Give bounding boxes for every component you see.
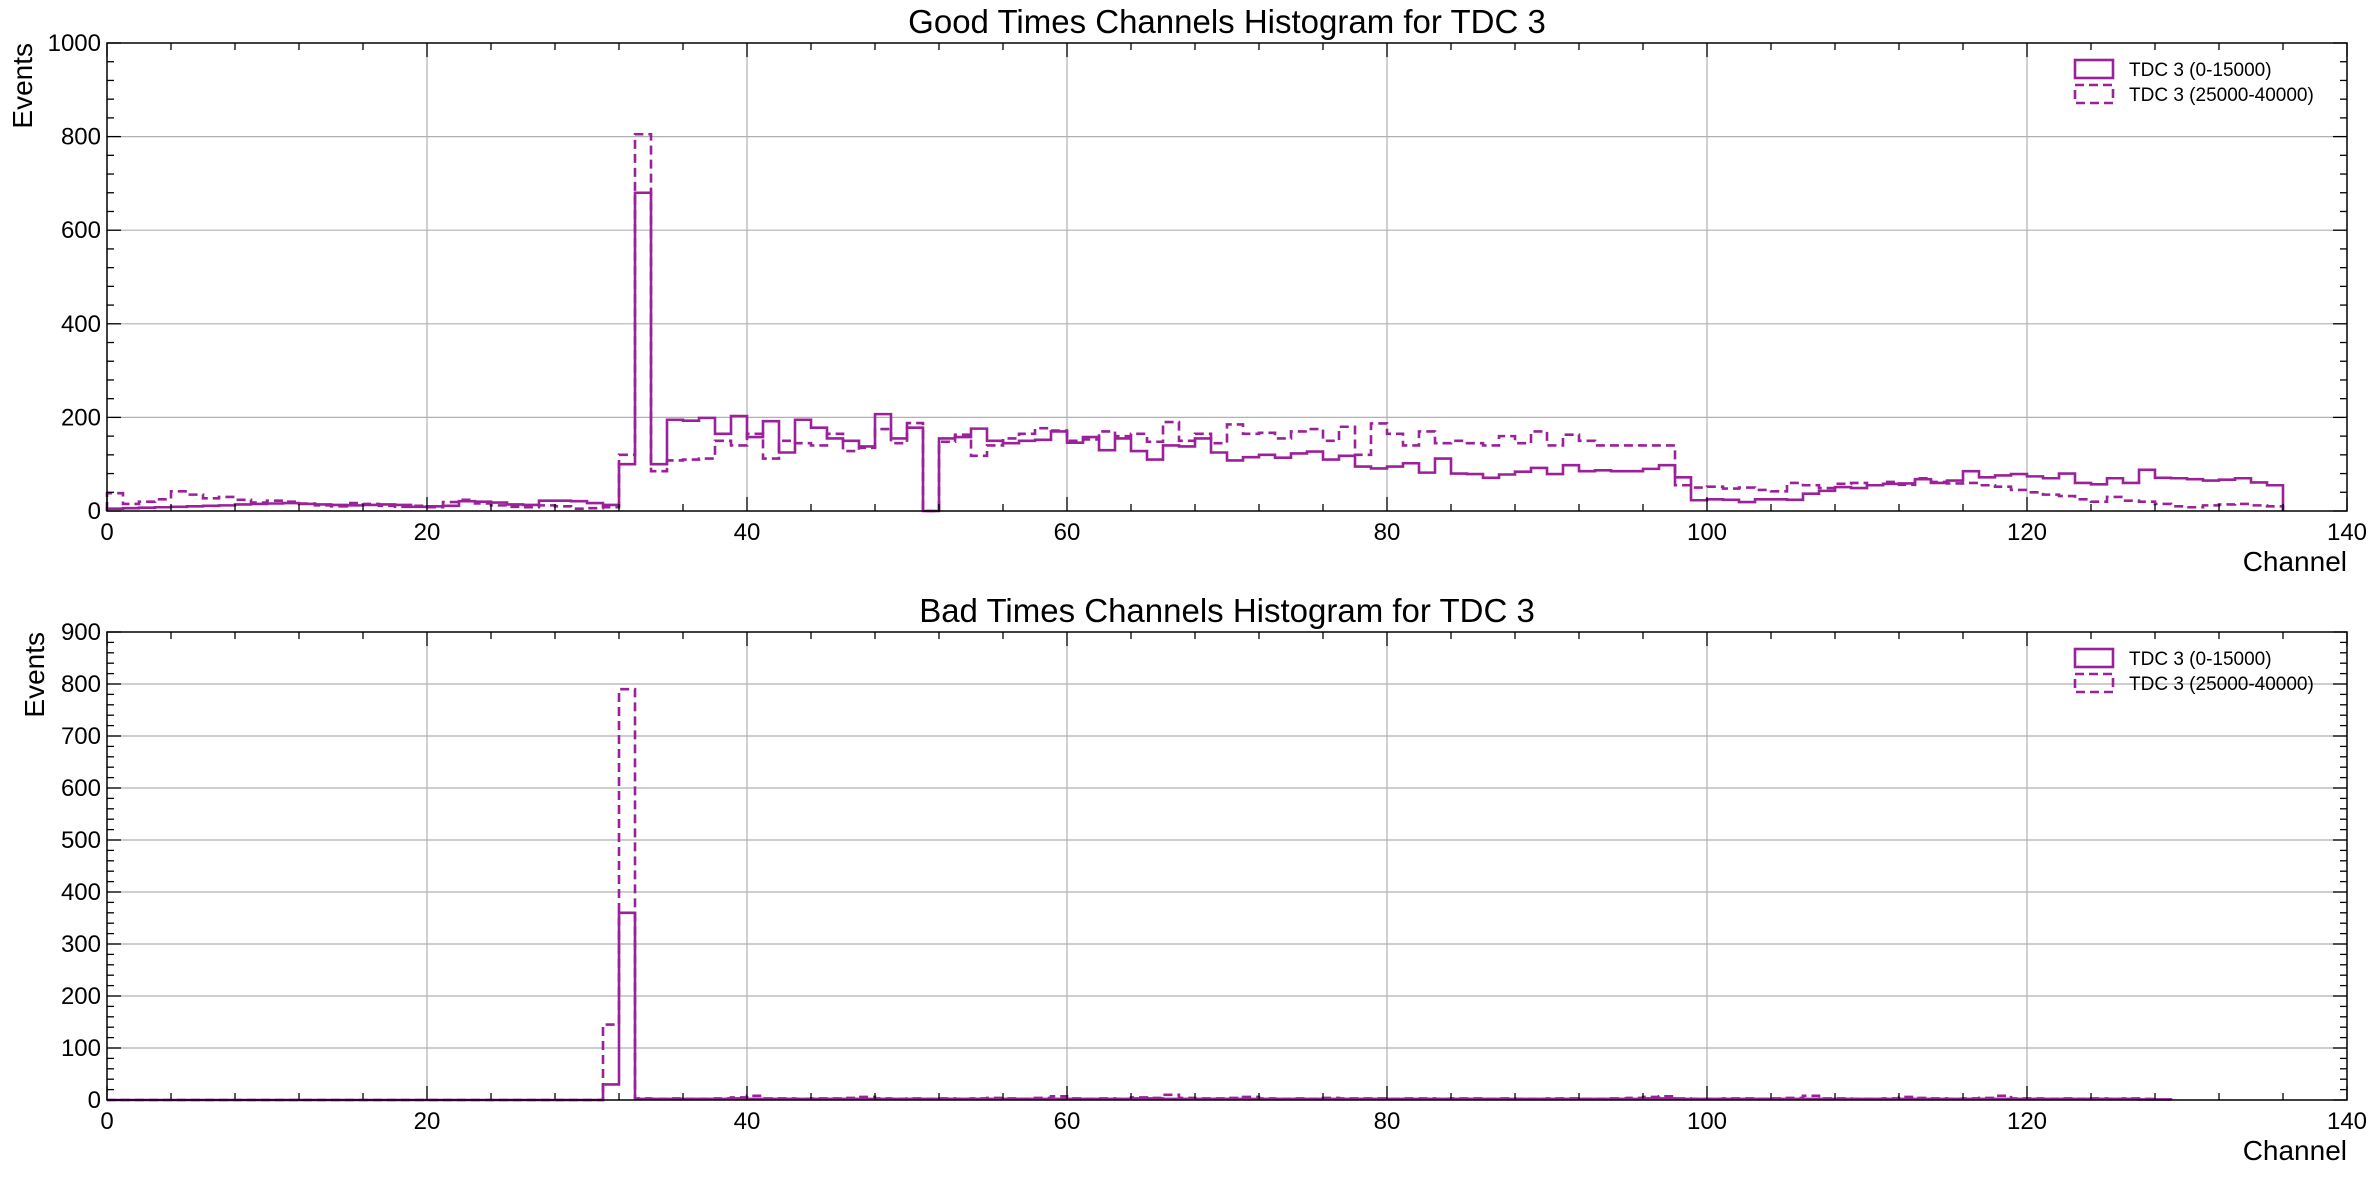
bad-times-title: Bad Times Channels Histogram for TDC 3 [919,592,1535,629]
legend-swatch-solid [2073,647,2115,669]
x-tick-label: 80 [1374,1108,1401,1135]
y-tick-label: 700 [61,723,101,750]
good-times-ticks [106,42,2348,512]
y-tick-label: 0 [88,498,101,525]
y-tick-label: 1000 [48,30,101,57]
x-tick-label: 140 [2327,1108,2367,1135]
x-tick-label: 120 [2007,519,2047,546]
y-tick-label: 100 [61,1035,101,1062]
x-tick-label: 40 [734,1108,761,1135]
legend-swatch-dashed [2073,672,2115,694]
x-tick-label: 0 [100,1108,113,1135]
bad-times-panel: 0 20 40 60 80 100 120 140 0 100 200 300 400 500 600 700… [19,592,2367,1166]
y-tick-label: 800 [61,671,101,698]
y-tick-label: 300 [61,931,101,958]
legend-swatch-dashed [2073,83,2115,105]
histogram-series-dashed [107,687,2157,1102]
y-tick-label: 0 [88,1087,101,1114]
y-tick-label: 200 [61,404,101,431]
y-tick-label: 500 [61,827,101,854]
y-tick-label: 800 [61,124,101,151]
bad-times-y-axis-label: Events [19,632,50,718]
x-tick-label: 20 [414,519,441,546]
x-tick-label: 0 [100,519,113,546]
good-times-panel: 0 20 40 60 80 100 120 140 0 200 400 600 800 1000 Good… [7,3,2367,577]
good-times-y-axis-label: Events [7,43,38,129]
y-tick-label: 400 [61,879,101,906]
x-tick-label: 100 [1687,519,1727,546]
good-times-x-axis-label: Channel [2243,546,2347,577]
x-tick-label: 140 [2327,519,2367,546]
x-tick-label: 40 [734,519,761,546]
x-tick-label: 20 [414,1108,441,1135]
legend-label-dashed: TDC 3 (25000-40000) [2129,674,2314,695]
y-tick-label: 200 [61,983,101,1010]
bad-times-plot-frame [106,631,2348,1101]
bad-times-x-axis-label: Channel [2243,1135,2347,1166]
good-times-tick-labels: 0 20 40 60 80 100 120 140 0 200 400 600 800 1000 [48,30,2367,546]
good-times-series [105,132,2285,513]
y-tick-label: 600 [61,775,101,802]
histogram-series-solid [105,191,2285,513]
legend-label-solid: TDC 3 (0-15000) [2129,60,2272,81]
good-times-title: Good Times Channels Histogram for TDC 3 [908,3,1546,40]
y-tick-label: 600 [61,217,101,244]
bad-times-grid [107,632,2347,1100]
x-tick-label: 120 [2007,1108,2047,1135]
x-tick-label: 60 [1054,1108,1081,1135]
legend-label-dashed: TDC 3 (25000-40000) [2129,85,2314,106]
bad-times-tick-labels: 0 20 40 60 80 100 120 140 0 100 200 300 400 500 600 700… [61,619,2367,1135]
good-times-legend: TDC 3 (0-15000) TDC 3 (25000-40000) [2073,58,2314,106]
bad-times-legend: TDC 3 (0-15000) TDC 3 (25000-40000) [2073,647,2314,695]
x-tick-label: 100 [1687,1108,1727,1135]
good-times-plot-frame [106,42,2348,512]
y-tick-label: 400 [61,311,101,338]
legend-label-solid: TDC 3 (0-15000) [2129,649,2272,670]
x-tick-label: 80 [1374,519,1401,546]
good-times-grid [107,43,2347,511]
y-tick-label: 900 [61,619,101,646]
legend-swatch-solid [2073,58,2115,80]
x-tick-label: 60 [1054,519,1081,546]
bad-times-ticks [106,631,2348,1101]
